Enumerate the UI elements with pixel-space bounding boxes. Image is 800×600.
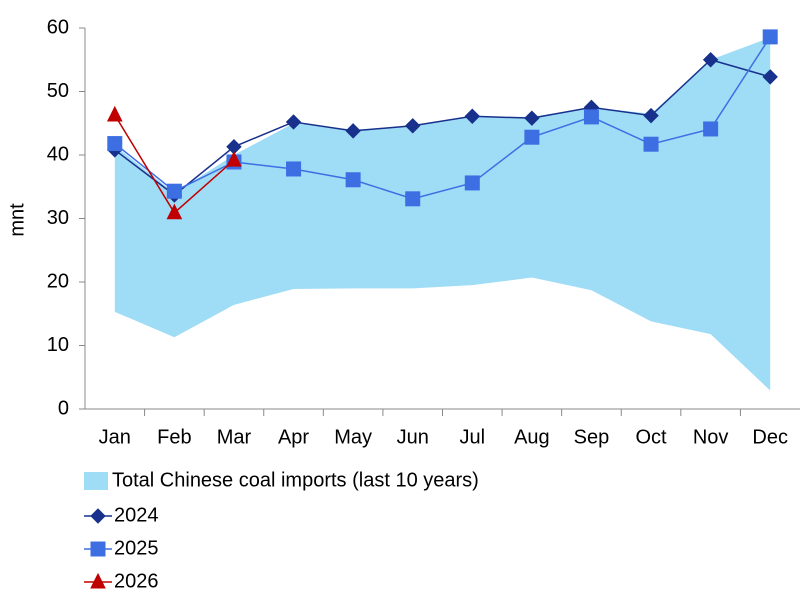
y-tick-label: 20: [47, 270, 69, 292]
data-point: [762, 29, 778, 45]
x-tick-label: Dec: [752, 426, 788, 448]
data-point: [226, 150, 242, 167]
x-tick-label: Apr: [278, 426, 309, 448]
data-point: [524, 129, 540, 145]
legend-marker: [90, 572, 106, 589]
x-tick-label: Aug: [514, 426, 550, 448]
series-line: [114, 58, 771, 196]
y-tick-label: 10: [47, 334, 69, 356]
data-point: [345, 123, 361, 139]
y-tick-label: 50: [47, 80, 69, 102]
data-point: [464, 108, 480, 124]
data-point: [703, 121, 719, 137]
y-tick-label: 40: [47, 143, 69, 165]
data-point: [702, 52, 719, 68]
data-point: [405, 191, 421, 207]
x-tick-label: Jun: [397, 426, 429, 448]
x-tick-label: Oct: [635, 426, 667, 448]
y-tick-label: 0: [58, 397, 69, 419]
legend-label: 2025: [114, 537, 159, 559]
x-tick-label: May: [334, 426, 372, 448]
x-tick-label: Nov: [693, 426, 729, 448]
legend-label: Total Chinese coal imports (last 10 year…: [112, 469, 479, 491]
data-point: [583, 109, 599, 125]
x-tick-label: Jan: [99, 426, 131, 448]
data-point: [345, 172, 361, 188]
data-point: [166, 183, 182, 199]
y-axis-label: mnt: [6, 203, 28, 237]
y-tick-label: 60: [47, 16, 69, 38]
x-tick-label: Sep: [574, 426, 610, 448]
legend-label: 2024: [114, 504, 159, 526]
legend-label: 2026: [114, 570, 159, 592]
data-point: [405, 118, 421, 134]
data-point: [106, 105, 123, 122]
data-point: [464, 175, 480, 191]
legend-swatch: [84, 472, 108, 490]
range-area: [114, 37, 771, 391]
x-tick-label: Jul: [460, 426, 486, 448]
data-point: [166, 203, 183, 220]
x-tick-label: Mar: [217, 426, 252, 448]
legend-marker: [90, 508, 106, 524]
data-point: [285, 114, 302, 130]
data-point: [286, 161, 302, 177]
data-point: [643, 107, 659, 124]
data-point: [762, 69, 778, 85]
y-tick-label: 30: [47, 207, 69, 229]
legend-marker: [90, 541, 106, 557]
data-point: [524, 110, 540, 126]
series-line: [114, 36, 771, 200]
x-tick-label: Feb: [157, 426, 191, 448]
data-point: [643, 136, 659, 152]
data-point: [107, 136, 123, 152]
